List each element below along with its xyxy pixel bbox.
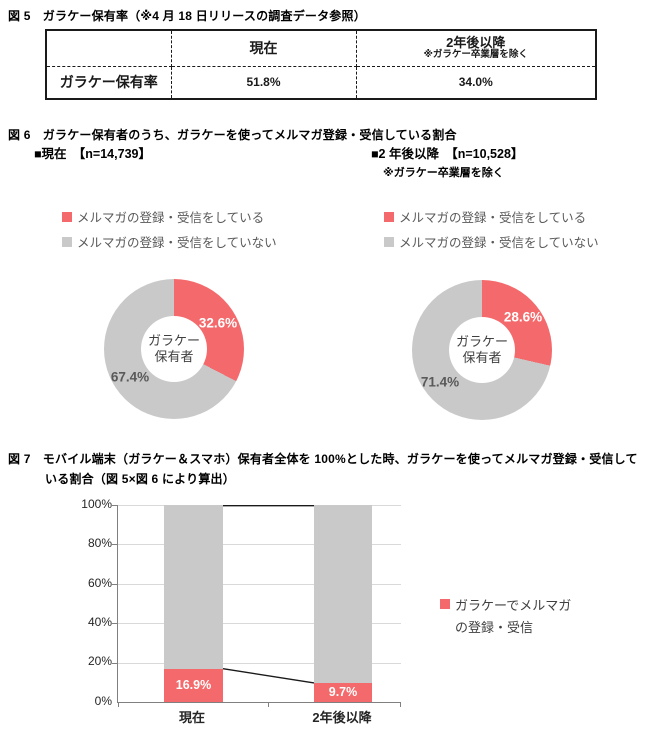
donut-center-label: ガラケー (147, 333, 200, 348)
red-swatch-icon (384, 211, 394, 222)
fig5-row-label: ガラケー保有率 (45, 65, 172, 100)
legend-label: メルマガの登録・受信をしていない (399, 236, 599, 250)
fig5-header-current: 現在 (170, 29, 357, 67)
bar-segment-mailmag: 16.9% (164, 668, 223, 702)
bar-segment-other (314, 505, 372, 683)
bar-segment-mailmag: 9.7% (314, 682, 372, 702)
x-tick (400, 702, 401, 707)
gridline-60 (118, 583, 401, 585)
fig5-value-future: 34.0% (355, 65, 597, 100)
bar-value-label: 9.7% (328, 685, 358, 700)
fig6-right-donut-chart: ガラケー 保有者 28.6% 71.4% (412, 280, 552, 420)
gridline-40 (118, 623, 401, 625)
fig7-title-line2: いる割合（図 5×図 6 により算出） (45, 472, 235, 486)
y-axis-label: 0% (94, 694, 112, 708)
fig6-left-legend-yes: メルマガの登録・受信をしている (62, 207, 264, 226)
legend-label: メルマガの登録・受信をしている (77, 211, 265, 225)
fig6-title: 図 6 ガラケー保有者のうち、ガラケーを使ってメルマガ登録・受信している割合 (8, 128, 457, 142)
x-tick (118, 702, 119, 707)
donut-value-no: 71.4% (420, 374, 460, 390)
x-axis-label-current: 現在 (178, 710, 205, 725)
x-tick (268, 702, 269, 707)
y-axis-label: 60% (87, 576, 112, 590)
fig6-left-header: ■現在 【n=14,739】 (34, 147, 151, 161)
bar-segment-other (164, 505, 223, 669)
fig5-header-future-note: ※ガラケー卒業層を除く (423, 49, 528, 61)
fig5-table-corner-cell (45, 29, 172, 67)
fig6-right-legend-yes: メルマガの登録・受信をしている (384, 207, 586, 226)
gray-swatch-icon (384, 236, 394, 247)
y-tick (112, 544, 118, 546)
donut-value-no: 67.4% (110, 369, 150, 385)
bar-value-label: 16.9% (175, 678, 212, 693)
y-axis-label: 80% (87, 536, 112, 550)
donut-center-hole: ガラケー 保有者 (449, 317, 515, 383)
y-tick (112, 505, 118, 506)
bar-current: 16.9% (164, 505, 223, 702)
legend-label: メルマガの登録・受信をしていない (77, 236, 277, 250)
fig6-left-donut-chart: ガラケー 保有者 32.6% 67.4% (104, 279, 244, 419)
bar-future: 9.7% (314, 505, 372, 702)
fig7-title-line1: 図 7 モバイル端末（ガラケー＆スマホ）保有者全体を 100%とした時、ガラケー… (8, 452, 638, 466)
legend-label-line1: ガラケーでメルマガ (455, 598, 572, 613)
fig5-header-future: 2年後以降 (446, 35, 506, 51)
x-axis-label-future: 2年後以降 (312, 710, 372, 725)
donut-value-yes: 28.6% (503, 309, 543, 325)
y-axis-label: 40% (87, 615, 112, 629)
donut-value-yes: 32.6% (198, 315, 238, 331)
legend-label: ガラケーでメルマガ の登録・受信 (455, 595, 571, 639)
y-tick (112, 583, 118, 585)
fig7-bar-chart-plot-area: 16.9% 9.7% (112, 504, 401, 707)
fig5-title: 図 5 ガラケー保有率（※4 月 18 日リリースの調査データ参照） (8, 9, 366, 23)
fig6-right-header: ■2 年後以降 【n=10,528】 (371, 147, 524, 161)
donut-center-hole: ガラケー 保有者 (141, 316, 207, 382)
fig5-header-future-cell: 2年後以降 ※ガラケー卒業層を除く (355, 29, 597, 67)
y-axis-label: 20% (87, 654, 112, 668)
fig6-right-legend-no: メルマガの登録・受信をしていない (384, 232, 599, 251)
donut-center-label: ガラケー (455, 334, 508, 349)
red-swatch-icon (440, 599, 450, 609)
fig7-legend: ガラケーでメルマガ の登録・受信 (440, 595, 571, 639)
gridline-80 (118, 544, 401, 546)
gray-swatch-icon (62, 236, 72, 247)
red-swatch-icon (62, 211, 72, 222)
gridline-20 (118, 662, 401, 664)
fig5-table: 現在 2年後以降 ※ガラケー卒業層を除く ガラケー保有率 51.8% 34.0% (45, 29, 597, 100)
legend-label: メルマガの登録・受信をしている (399, 211, 587, 225)
y-axis-label: 100% (81, 497, 112, 511)
y-tick (112, 662, 118, 664)
donut-center-label: 保有者 (462, 350, 502, 365)
fig6-left-legend-no: メルマガの登録・受信をしていない (62, 232, 277, 251)
y-tick (112, 623, 118, 625)
donut-center-label: 保有者 (154, 349, 194, 364)
fig6-right-note: ※ガラケー卒業層を除く (383, 167, 504, 179)
legend-label-line2: の登録・受信 (455, 620, 534, 635)
fig5-value-current: 51.8% (170, 65, 357, 100)
